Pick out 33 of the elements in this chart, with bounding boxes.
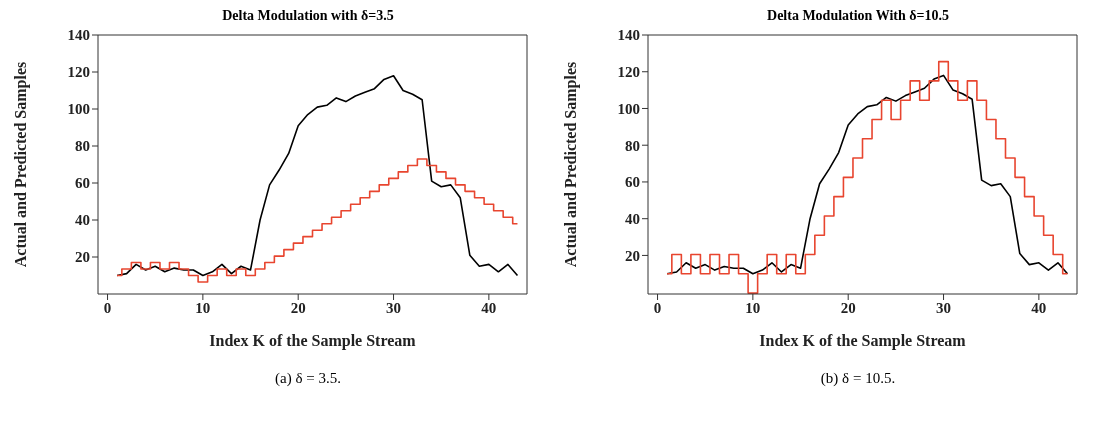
x-tick-label: 30 <box>936 299 952 316</box>
x-tick-label: 10 <box>745 299 761 316</box>
y-tick-label: 80 <box>75 138 90 155</box>
y-tick-label: 40 <box>625 211 640 228</box>
x-tick-label: 20 <box>290 299 306 316</box>
x-tick-label: 40 <box>1031 299 1047 316</box>
x-tick-label: 20 <box>840 299 856 316</box>
y-tick-label: 60 <box>625 174 640 191</box>
x-axis-title: Index K of the Sample Stream <box>759 332 967 350</box>
x-tick-label: 10 <box>195 299 211 316</box>
text: (a) δ = 3.5. <box>274 370 342 387</box>
y-tick-label: 60 <box>75 175 90 192</box>
x-axis-title: Index K of the Sample Stream <box>209 332 417 350</box>
y-tick-label: 20 <box>625 247 640 264</box>
chart-title: Delta Modulation With δ=10.5 <box>766 8 950 25</box>
text: (b) δ = 10.5. <box>819 370 897 387</box>
y-tick-label: 140 <box>617 27 640 44</box>
x-tick-label: 0 <box>653 299 662 316</box>
x-tick-label: 40 <box>481 299 497 316</box>
y-tick-label: 40 <box>75 212 90 229</box>
x-tick-label: 30 <box>386 299 402 316</box>
y-tick-label: 140 <box>67 27 90 44</box>
y-tick-label: 120 <box>67 64 90 81</box>
y-tick-label: 120 <box>617 64 640 81</box>
y-axis-title: Actual and Predicted Samples <box>561 61 580 268</box>
y-tick-label: 100 <box>67 101 90 118</box>
x-tick-label: 0 <box>103 299 112 316</box>
y-tick-label: 20 <box>75 249 90 266</box>
y-axis-title: Actual and Predicted Samples <box>11 61 30 268</box>
y-tick-label: 80 <box>625 137 640 154</box>
y-tick-label: 100 <box>617 100 640 117</box>
line-series <box>116 74 519 277</box>
chart-title: Delta Modulation with δ=3.5 <box>221 8 395 25</box>
